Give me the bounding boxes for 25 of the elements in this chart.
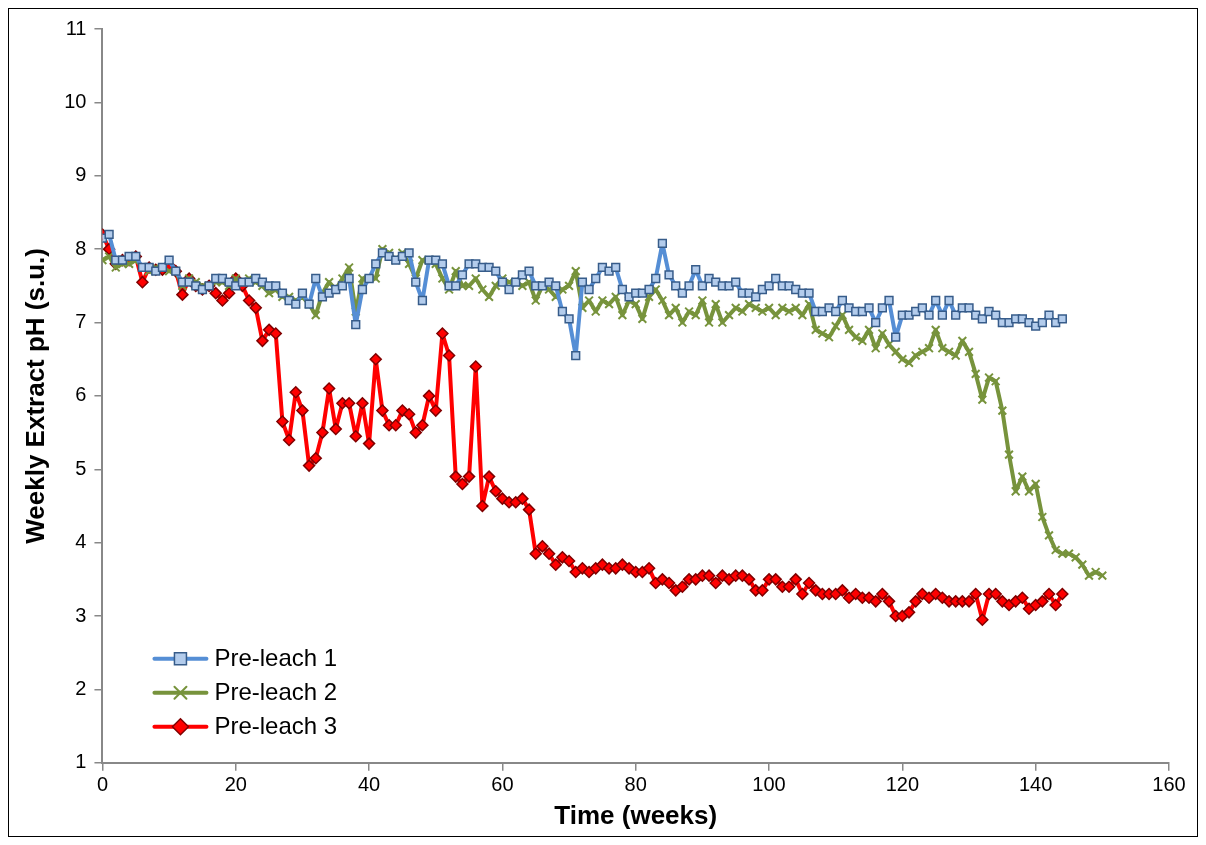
legend-label: Pre-leach 1 xyxy=(214,644,338,672)
y-tick-label: 7 xyxy=(75,310,87,333)
x-tick-label: 80 xyxy=(624,773,647,796)
x-tick-label: 140 xyxy=(1018,773,1053,796)
y-tick-label: 3 xyxy=(75,603,87,626)
x-tick-label: 20 xyxy=(224,773,247,796)
y-tick-label: 8 xyxy=(75,236,87,259)
x-tick-label: 0 xyxy=(96,773,109,796)
y-tick-label: 5 xyxy=(75,456,87,479)
y-tick-label: 9 xyxy=(75,163,87,186)
x-tick-label: 40 xyxy=(357,773,381,796)
y-axis-title: Weekly Extract pH (s.u.) xyxy=(19,248,50,544)
y-tick-label: 4 xyxy=(75,530,87,553)
y-tick-label: 1 xyxy=(75,750,87,773)
legend-label: Pre-leach 3 xyxy=(214,712,338,740)
x-tick-label: 120 xyxy=(885,773,920,796)
x-axis-title: Time (weeks) xyxy=(554,799,718,830)
x-tick-label: 160 xyxy=(1152,773,1186,796)
y-tick-label: 2 xyxy=(75,676,87,699)
y-tick-label: 10 xyxy=(64,89,87,112)
x-tick-label: 100 xyxy=(752,773,786,796)
y-tick-label: 11 xyxy=(65,16,87,39)
y-tick-label: 6 xyxy=(75,383,87,406)
legend-label: Pre-leach 2 xyxy=(214,678,338,706)
x-tick-label: 60 xyxy=(491,773,514,796)
